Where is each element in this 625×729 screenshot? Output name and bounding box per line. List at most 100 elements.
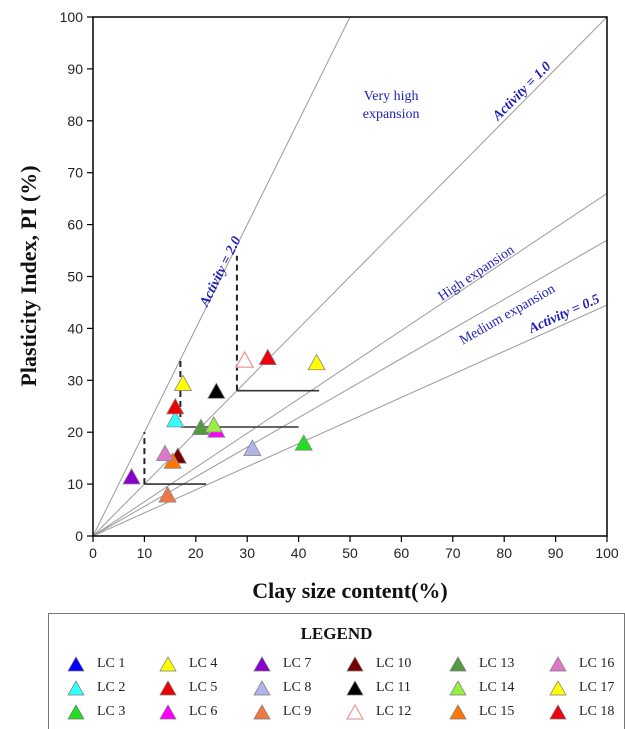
legend-label: LC 2 bbox=[97, 680, 126, 695]
x-tick-label: 60 bbox=[394, 545, 410, 561]
legend-marker-icon bbox=[67, 704, 85, 720]
legend-item-lc-18: LC 18 bbox=[549, 702, 614, 722]
legend-label: LC 3 bbox=[97, 704, 126, 719]
legend-label: LC 15 bbox=[479, 704, 515, 719]
legend-item-lc-12: LC 12 bbox=[346, 702, 411, 722]
legend-label: LC 11 bbox=[376, 680, 411, 695]
y-tick-label: 70 bbox=[67, 165, 83, 181]
y-tick-label: 90 bbox=[67, 61, 83, 77]
activity-label-2: Activity = 1.0 bbox=[490, 59, 555, 124]
x-tick-label: 40 bbox=[291, 545, 307, 561]
legend-label: LC 12 bbox=[376, 704, 412, 719]
reference-line-4 bbox=[93, 239, 607, 536]
y-tick-label: 0 bbox=[75, 528, 83, 544]
legend-item-lc-13: LC 13 bbox=[449, 654, 514, 674]
legend-marker-icon bbox=[549, 656, 567, 672]
legend-item-lc-16: LC 16 bbox=[549, 654, 614, 674]
legend-title: LEGEND bbox=[300, 624, 373, 643]
legend-marker-icon bbox=[449, 704, 467, 720]
y-tick-label: 60 bbox=[67, 217, 83, 233]
legend-label: LC 5 bbox=[189, 680, 218, 695]
legend-label: LC 4 bbox=[189, 656, 218, 671]
x-tick-label: 80 bbox=[496, 545, 512, 561]
legend-item-lc-15: LC 15 bbox=[449, 702, 514, 722]
legend-item-lc-10: LC 10 bbox=[346, 654, 411, 674]
y-axis-title: Plasticity Index, PI (%) bbox=[16, 165, 41, 386]
legend-marker-icon bbox=[346, 704, 364, 720]
legend-label: LC 6 bbox=[189, 704, 218, 719]
legend-marker-icon bbox=[449, 680, 467, 696]
legend-marker-icon bbox=[549, 680, 567, 696]
reference-line-5 bbox=[93, 304, 607, 536]
legend-item-lc-14: LC 14 bbox=[449, 678, 514, 698]
marker-lc-11 bbox=[207, 382, 226, 399]
legend-item-lc-7: LC 7 bbox=[253, 654, 311, 674]
legend-item-lc-17: LC 17 bbox=[549, 678, 614, 698]
legend-marker-icon bbox=[159, 656, 177, 672]
legend-marker-icon bbox=[253, 656, 271, 672]
y-tick-label: 30 bbox=[67, 372, 83, 388]
legend-label: LC 7 bbox=[283, 656, 312, 671]
legend-label: LC 16 bbox=[579, 656, 615, 671]
marker-lc-13 bbox=[191, 418, 211, 436]
legend: LEGEND LC 1 LC 2 LC 3 LC 4 LC 5 LC 6 LC 7 LC 8 L… bbox=[48, 613, 625, 729]
legend-marker-icon bbox=[253, 680, 271, 696]
legend-label: LC 9 bbox=[283, 704, 312, 719]
legend-marker-icon bbox=[67, 680, 85, 696]
legend-item-lc-5: LC 5 bbox=[159, 678, 217, 698]
legend-item-lc-6: LC 6 bbox=[159, 702, 217, 722]
x-tick-label: 30 bbox=[239, 545, 255, 561]
reference-line-1 bbox=[93, 17, 351, 536]
legend-item-lc-3: LC 3 bbox=[67, 702, 125, 722]
legend-label: LC 10 bbox=[376, 656, 412, 671]
x-tick-label: 10 bbox=[137, 545, 153, 561]
x-tick-label: 50 bbox=[342, 545, 358, 561]
x-axis-title: Clay size content(%) bbox=[252, 578, 448, 603]
data-markers bbox=[122, 348, 326, 503]
zone-label-2: High expansion bbox=[436, 243, 518, 305]
legend-item-lc-11: LC 11 bbox=[346, 678, 411, 698]
legend-item-lc-2: LC 2 bbox=[67, 678, 125, 698]
x-tick-label: 0 bbox=[89, 545, 97, 561]
marker-lc-9 bbox=[158, 486, 177, 503]
y-tick-label: 10 bbox=[67, 476, 83, 492]
marker-lc-5 bbox=[166, 397, 185, 415]
marker-lc-2 bbox=[166, 410, 185, 428]
bracket-guides bbox=[143, 255, 320, 485]
y-tick-label: 80 bbox=[67, 113, 83, 129]
x-tick-label: 20 bbox=[188, 545, 204, 561]
legend-marker-icon bbox=[549, 704, 567, 720]
legend-marker-icon bbox=[346, 680, 364, 696]
legend-label: LC 1 bbox=[97, 656, 126, 671]
marker-lc-18 bbox=[258, 348, 277, 365]
legend-item-lc-9: LC 9 bbox=[253, 702, 311, 722]
zone-label-1: Very high expansion bbox=[363, 89, 420, 122]
marker-lc-12 bbox=[234, 350, 255, 368]
plasticity-chart: 0 10 20 30 40 50 60 70 80 90 100 0 10 20 30 40 50 60 70 80 9… bbox=[16, 9, 619, 603]
legend-item-lc-4: LC 4 bbox=[159, 654, 217, 674]
legend-marker-icon bbox=[449, 656, 467, 672]
legend-marker-icon bbox=[159, 680, 177, 696]
legend-label: LC 17 bbox=[579, 680, 615, 695]
legend-marker-icon bbox=[67, 656, 85, 672]
x-tick-label: 100 bbox=[595, 545, 619, 561]
y-tick-label: 20 bbox=[67, 424, 83, 440]
legend-label: LC 8 bbox=[283, 680, 312, 695]
legend-item-lc-1: LC 1 bbox=[67, 654, 125, 674]
marker-lc-4 bbox=[173, 374, 193, 391]
y-tick-label: 40 bbox=[67, 320, 83, 336]
legend-marker-icon bbox=[159, 704, 177, 720]
axis-ticks: 0 10 20 30 40 50 60 70 80 90 100 0 10 20 30 40 50 60 70 80 9… bbox=[60, 9, 619, 561]
legend-label: LC 13 bbox=[479, 656, 515, 671]
marker-lc-16 bbox=[155, 444, 175, 462]
reference-line-3 bbox=[93, 193, 607, 536]
marker-lc-3 bbox=[294, 434, 313, 451]
legend-label: LC 14 bbox=[479, 680, 515, 695]
y-tick-label: 50 bbox=[67, 269, 83, 285]
legend-label: LC 18 bbox=[579, 704, 615, 719]
legend-marker-icon bbox=[346, 656, 364, 672]
marker-lc-17 bbox=[307, 353, 326, 371]
marker-lc-14 bbox=[204, 415, 223, 433]
x-tick-label: 70 bbox=[445, 545, 461, 561]
x-tick-label: 90 bbox=[548, 545, 564, 561]
